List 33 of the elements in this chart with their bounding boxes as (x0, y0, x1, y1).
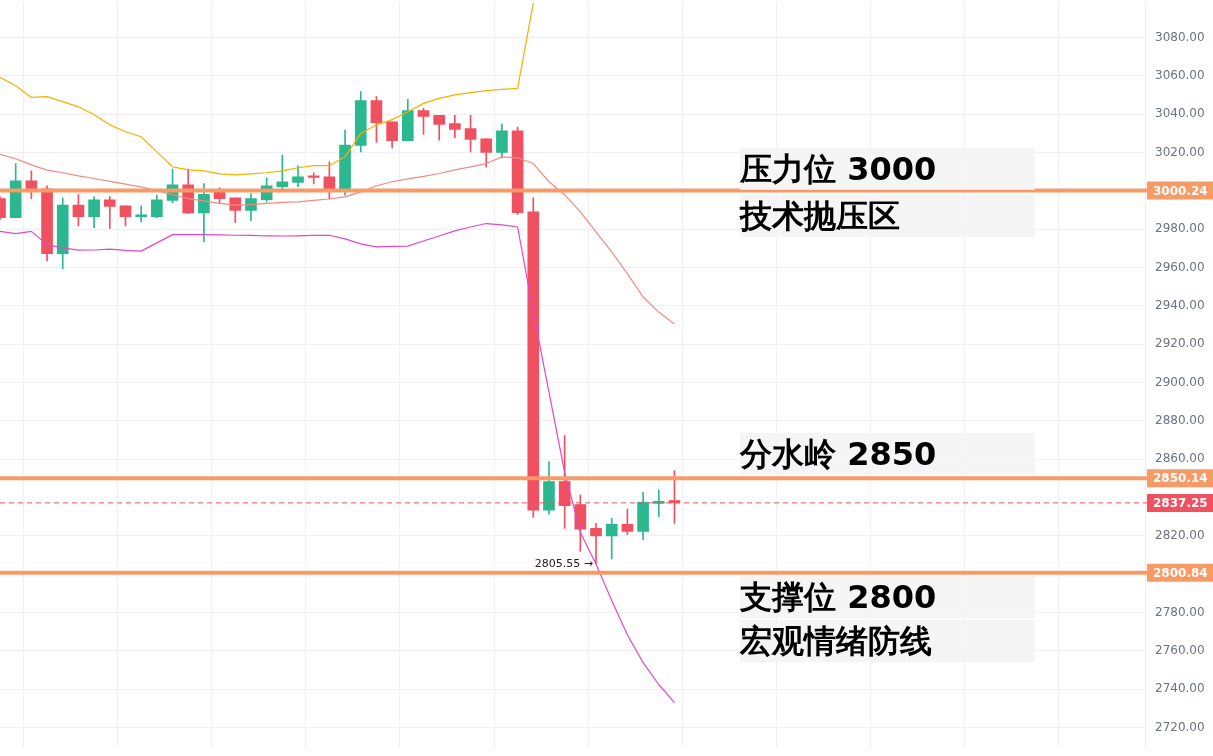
ref-line-label: 2837.25 (1153, 496, 1208, 511)
annotation: 技术抛压区 (740, 196, 900, 237)
ref-line-label: 3000.24 (1153, 183, 1208, 198)
y-tick-label: 3060.00 (1155, 68, 1205, 83)
label-panel: 技术抛压区 (740, 195, 1035, 237)
annotation: 压力位 3000 (740, 149, 937, 190)
ref-line-label: 2800.84 (1153, 565, 1208, 580)
label-panel: 压力位 3000 (740, 148, 1035, 190)
annotation: 2805.55 → (534, 556, 594, 570)
annotation: 宏观情绪防线 (740, 621, 932, 662)
candlestick (103, 196, 116, 229)
candlestick (307, 172, 320, 185)
y-tick-label: 3020.00 (1155, 144, 1205, 159)
y-tick-label: 2980.00 (1155, 221, 1205, 236)
label-panel: 支撑位 2800 (740, 576, 1035, 618)
y-tick-label: 2720.00 (1155, 719, 1205, 734)
ref-line-label: 2850.14 (1153, 471, 1208, 486)
annotation: 分水岭 2850 (740, 434, 937, 475)
y-tick-label: 2820.00 (1155, 528, 1205, 543)
y-tick-label: 3040.00 (1155, 106, 1205, 121)
y-tick-label: 2780.00 (1155, 604, 1205, 619)
y-tick-label: 3080.00 (1155, 29, 1205, 44)
y-tick-label: 2760.00 (1155, 643, 1205, 658)
y-tick-label: 2960.00 (1155, 259, 1205, 274)
label-panel: 分水岭 2850 (740, 433, 1035, 475)
y-tick-label: 2920.00 (1155, 336, 1205, 351)
y-tick-label: 2860.00 (1155, 451, 1205, 466)
y-tick-label: 2880.00 (1155, 413, 1205, 428)
label-panel: 宏观情绪防线 (740, 620, 1035, 662)
annotation: 支撑位 2800 (740, 577, 937, 618)
y-tick-label: 2940.00 (1155, 298, 1205, 313)
y-tick-label: 2740.00 (1155, 681, 1205, 696)
y-tick-label: 2900.00 (1155, 374, 1205, 389)
